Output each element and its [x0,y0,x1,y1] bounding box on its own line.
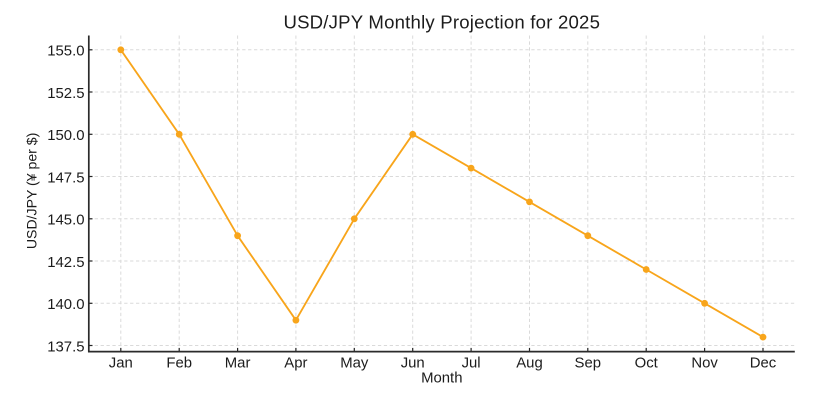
svg-text:147.5: 147.5 [47,170,84,186]
svg-text:142.5: 142.5 [47,255,84,271]
svg-text:USD/JPY (¥ per $): USD/JPY (¥ per $) [23,133,39,249]
svg-text:Feb: Feb [166,356,192,372]
svg-text:155.0: 155.0 [47,44,84,60]
svg-text:140.0: 140.0 [47,297,84,313]
svg-text:152.5: 152.5 [47,86,84,102]
svg-text:150.0: 150.0 [47,128,84,144]
svg-text:Sep: Sep [575,356,602,372]
svg-text:Month: Month [421,370,462,386]
svg-text:137.5: 137.5 [47,339,84,355]
svg-text:Oct: Oct [635,356,659,372]
svg-text:USD/JPY Monthly Projection for: USD/JPY Monthly Projection for 2025 [283,12,600,33]
svg-text:Dec: Dec [750,356,777,372]
svg-text:Apr: Apr [284,356,307,372]
svg-text:Mar: Mar [225,356,251,372]
svg-text:Aug: Aug [516,356,543,372]
svg-text:Jan: Jan [109,356,133,372]
svg-text:145.0: 145.0 [47,213,84,229]
svg-text:Jul: Jul [462,356,481,372]
svg-text:Jun: Jun [401,356,425,372]
svg-text:Nov: Nov [691,356,718,372]
svg-text:May: May [340,356,369,372]
